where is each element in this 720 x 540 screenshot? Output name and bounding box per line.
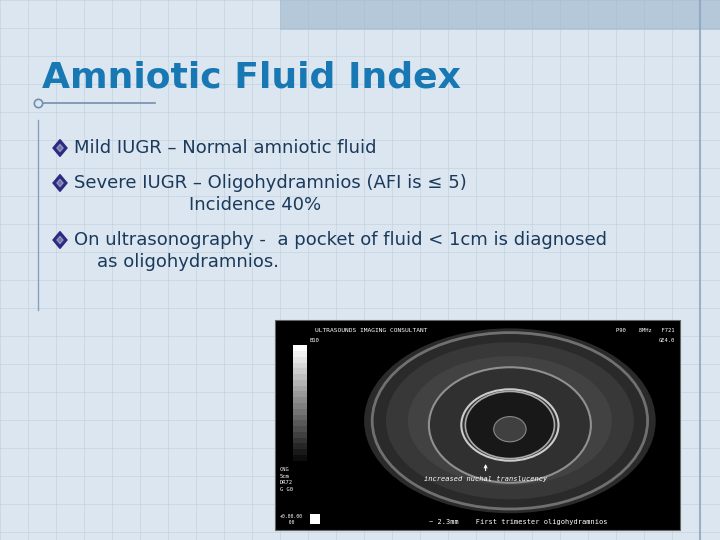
Bar: [293, 403, 307, 409]
Text: Severe IUGR – Oligohydramnios (AFI is ≤ 5): Severe IUGR – Oligohydramnios (AFI is ≤ …: [74, 174, 467, 192]
Polygon shape: [57, 236, 63, 244]
Text: +0.00.00
   00: +0.00.00 00: [280, 514, 303, 525]
Bar: [275, 320, 680, 530]
Polygon shape: [53, 232, 67, 248]
Bar: [293, 380, 307, 386]
Bar: [293, 455, 307, 461]
Text: B10: B10: [310, 338, 320, 343]
Text: On ultrasonography -  a pocket of fluid < 1cm is diagnosed: On ultrasonography - a pocket of fluid <…: [74, 231, 607, 249]
Bar: [293, 351, 307, 357]
Ellipse shape: [408, 356, 612, 485]
Polygon shape: [53, 140, 67, 157]
Bar: [293, 426, 307, 433]
Text: Amniotic Fluid Index: Amniotic Fluid Index: [42, 61, 461, 95]
Bar: [293, 368, 307, 375]
Ellipse shape: [364, 328, 656, 513]
Bar: [293, 357, 307, 363]
Bar: [293, 397, 307, 403]
Bar: [293, 362, 307, 369]
Bar: [293, 345, 307, 352]
Polygon shape: [57, 144, 63, 152]
Text: ULTRASOUNDS IMAGING CONSULTANT: ULTRASOUNDS IMAGING CONSULTANT: [315, 328, 428, 333]
Ellipse shape: [465, 392, 554, 458]
Text: increased nuchal translucency: increased nuchal translucency: [424, 465, 547, 482]
Polygon shape: [53, 174, 67, 191]
Text: Incidence 40%: Incidence 40%: [74, 196, 321, 214]
Text: ~ 2.3mm    First trimester oligohydramnios: ~ 2.3mm First trimester oligohydramnios: [429, 519, 608, 525]
Text: CNG
5cm
DR72
G G0: CNG 5cm DR72 G G0: [280, 467, 293, 492]
Text: as oligohydramnios.: as oligohydramnios.: [74, 253, 279, 271]
Bar: [293, 449, 307, 455]
Bar: [293, 443, 307, 450]
Bar: [293, 432, 307, 438]
Text: Mild IUGR – Normal amniotic fluid: Mild IUGR – Normal amniotic fluid: [74, 139, 377, 157]
Bar: [293, 420, 307, 427]
Bar: [293, 409, 307, 415]
Text: P90    8MHz   F721: P90 8MHz F721: [616, 328, 675, 333]
Text: GE4.0: GE4.0: [659, 338, 675, 343]
Bar: [310, 514, 320, 524]
Bar: [293, 437, 307, 444]
Bar: [280, 0, 720, 30]
Ellipse shape: [494, 416, 526, 442]
Bar: [293, 415, 307, 421]
Polygon shape: [57, 179, 63, 187]
Ellipse shape: [429, 367, 591, 483]
Bar: [293, 374, 307, 380]
Bar: [293, 392, 307, 397]
Bar: [293, 386, 307, 392]
Ellipse shape: [386, 342, 634, 500]
